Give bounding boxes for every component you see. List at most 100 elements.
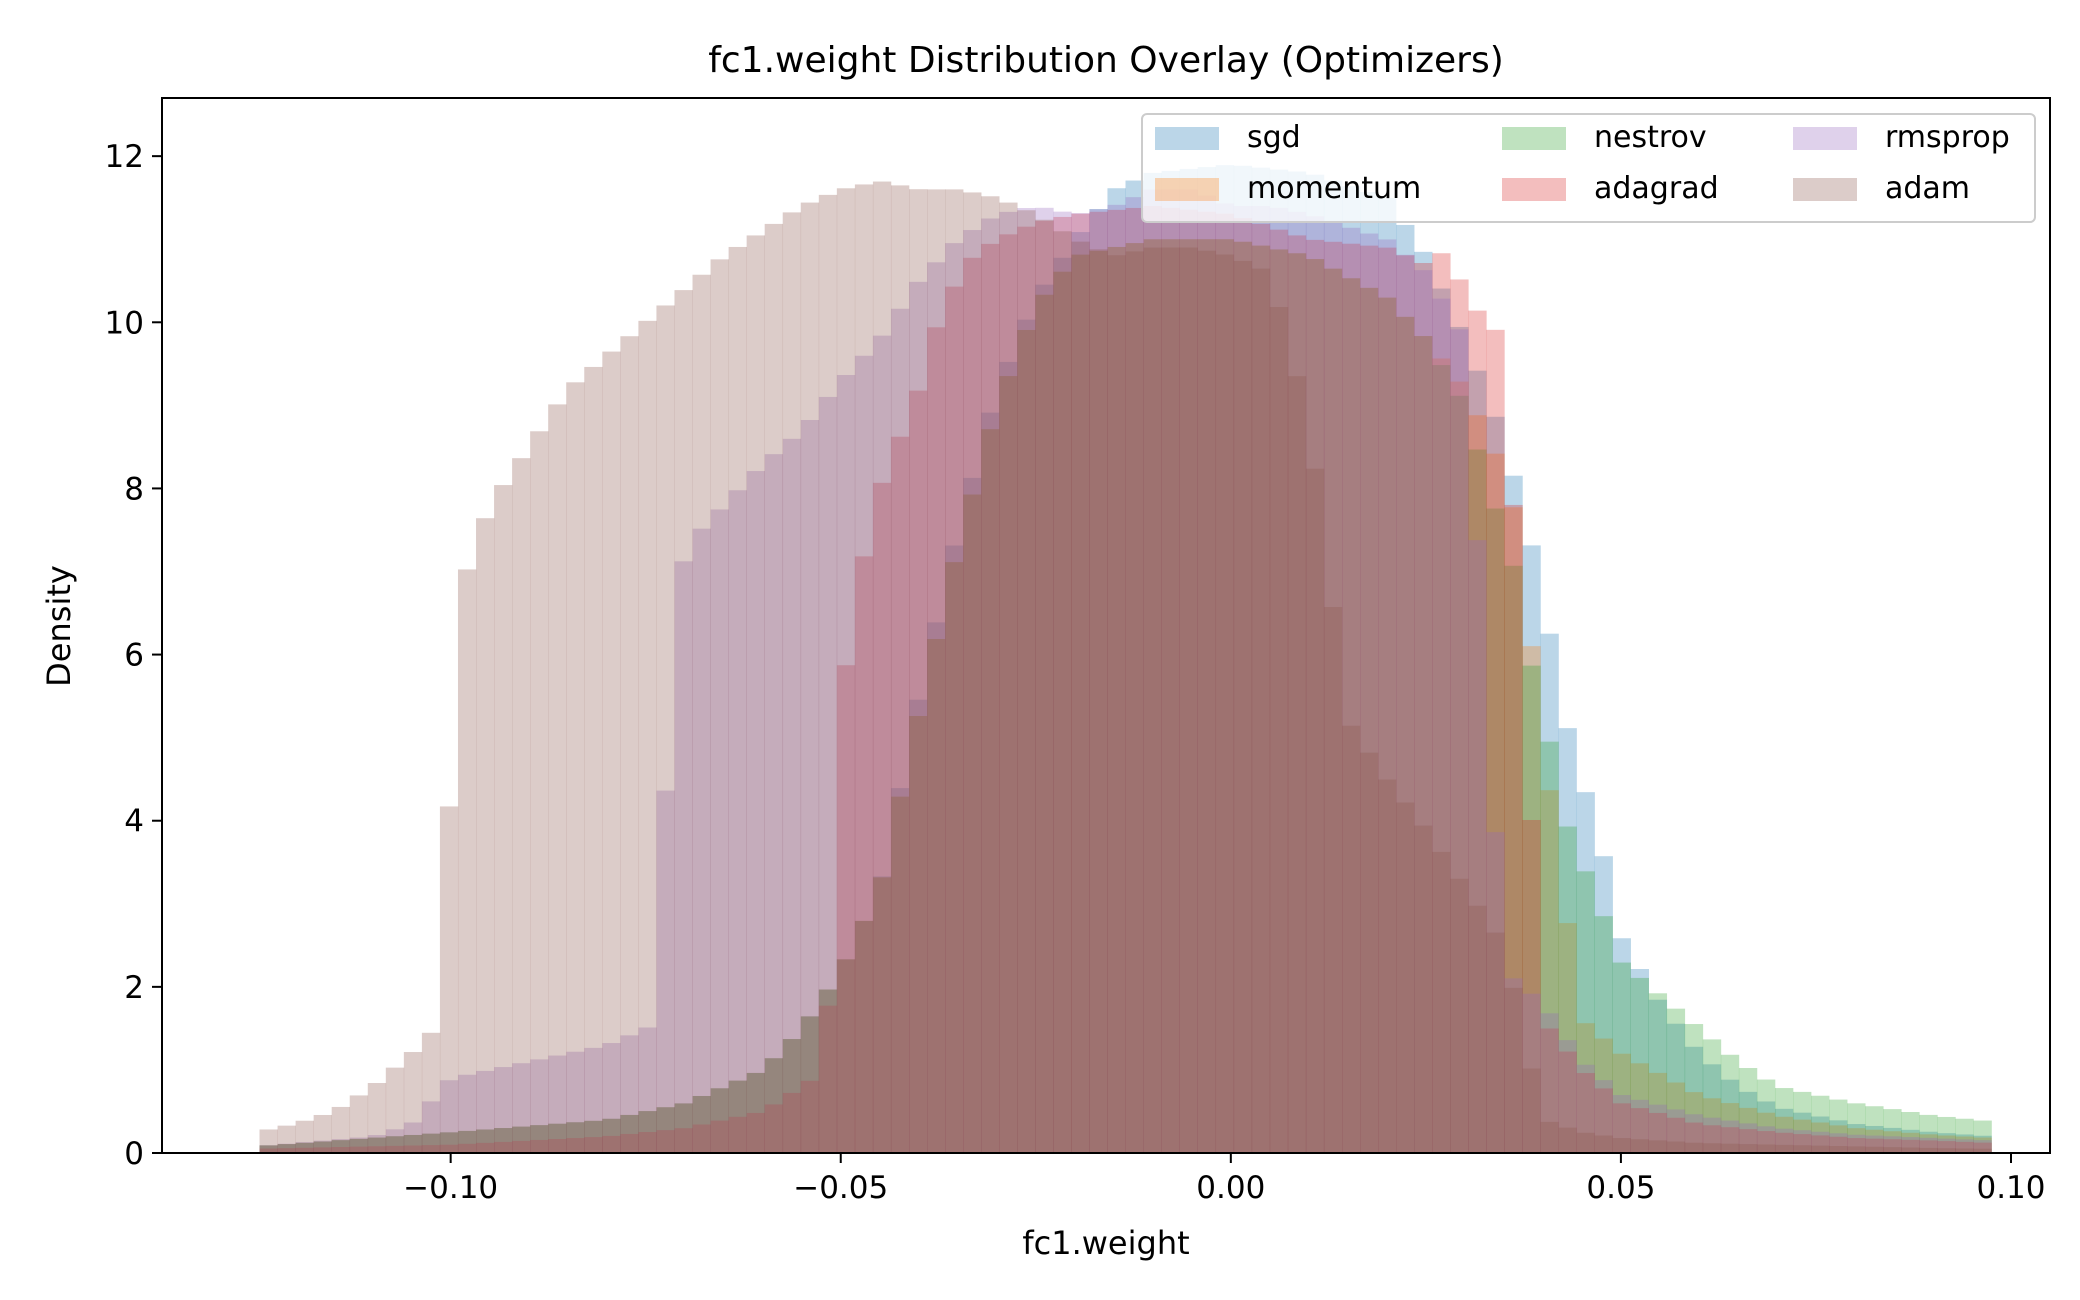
bar-momentum: [1287, 253, 1307, 1154]
bar-momentum: [1414, 336, 1433, 1153]
bar-adam: [421, 1032, 441, 1153]
y-tick-label: 10: [105, 305, 144, 341]
bar-adam: [1486, 932, 1505, 1153]
series-momentum: [259, 239, 1992, 1154]
legend-label-adagrad: adagrad: [1594, 171, 1719, 206]
bar-rmsprop: [277, 1143, 296, 1153]
bar-adagrad: [999, 234, 1018, 1154]
bar-momentum: [945, 562, 964, 1153]
bar-adam: [1053, 231, 1072, 1153]
bar-momentum: [476, 1129, 495, 1153]
bar-adagrad: [457, 1143, 477, 1153]
bar-nestrov: [728, 1080, 747, 1153]
bar-momentum: [710, 1088, 729, 1153]
bar-adagrad: [1883, 1139, 1902, 1153]
bar-momentum: [602, 1118, 621, 1153]
legend-label-sgd: sgd: [1247, 120, 1301, 155]
legend: sgd momentum nestrov adagrad rmsprop adam: [1141, 113, 2036, 223]
bar-rmsprop: [1486, 832, 1505, 1153]
bar-sgd: [620, 1114, 639, 1153]
bar-nestrov: [403, 1134, 423, 1153]
bar-sgd: [1955, 1134, 1974, 1153]
bar-adagrad: [1793, 1134, 1812, 1153]
bar-adam: [1883, 1147, 1902, 1153]
bar-adam: [1576, 1132, 1595, 1153]
bar-adam: [439, 806, 459, 1153]
bar-nestrov: [1125, 243, 1144, 1154]
bar-adagrad: [1035, 220, 1054, 1154]
bar-adam: [1035, 219, 1054, 1153]
bar-nestrov: [1251, 245, 1271, 1154]
legend-swatch-sgd: [1155, 127, 1219, 150]
bar-adagrad: [1504, 504, 1523, 1153]
bar-rmsprop: [1702, 1117, 1722, 1153]
bar-adam: [1179, 247, 1198, 1153]
bar-momentum: [1468, 415, 1487, 1154]
bar-adam: [1702, 1143, 1722, 1153]
bar-adam: [981, 196, 1000, 1153]
bar-nestrov: [1594, 916, 1613, 1153]
bar-rmsprop: [1756, 1126, 1776, 1153]
legend-swatch-momentum: [1155, 178, 1219, 201]
bar-adagrad: [1865, 1138, 1884, 1153]
bar-adagrad: [1251, 223, 1271, 1153]
bar-momentum: [1648, 1072, 1668, 1153]
x-tick-label: 0.10: [1976, 1170, 2045, 1206]
bar-sgd: [1125, 180, 1144, 1154]
bar-adagrad: [890, 436, 910, 1154]
bar-momentum: [1161, 239, 1180, 1154]
bar-rmsprop: [872, 335, 892, 1153]
bar-nestrov: [1161, 239, 1180, 1154]
bar-nestrov: [872, 877, 892, 1153]
bar-adagrad: [259, 1148, 278, 1153]
bar-adagrad: [1269, 229, 1289, 1153]
bar-nestrov: [1522, 665, 1541, 1153]
y-axis-label: Density: [40, 565, 78, 687]
bar-rmsprop: [403, 1122, 423, 1153]
bar-sgd: [1342, 186, 1361, 1154]
bar-rmsprop: [1233, 205, 1253, 1154]
bar-sgd: [1179, 168, 1198, 1153]
legend-label-nestrov: nestrov: [1594, 120, 1707, 155]
bar-sgd: [872, 876, 892, 1153]
bar-rmsprop: [674, 561, 693, 1153]
bar-sgd: [1360, 192, 1379, 1153]
bar-adagrad: [872, 482, 892, 1154]
bar-momentum: [746, 1072, 765, 1153]
bar-adagrad: [710, 1120, 729, 1153]
bar-adagrad: [1053, 216, 1072, 1153]
bar-momentum: [1558, 923, 1577, 1153]
bar-adagrad: [1287, 235, 1307, 1153]
bar-adam: [710, 259, 729, 1153]
plot-frame: [161, 97, 2051, 1154]
bar-adagrad: [367, 1146, 387, 1153]
bar-rmsprop: [1071, 213, 1090, 1154]
bar-rmsprop: [1053, 211, 1072, 1153]
bar-nestrov: [1179, 239, 1198, 1154]
bar-adagrad: [836, 665, 856, 1153]
bar-adagrad: [1414, 263, 1433, 1153]
bar-sgd: [638, 1111, 657, 1153]
bar-sgd: [963, 477, 982, 1153]
bar-momentum: [1378, 297, 1397, 1153]
bar-adam: [1901, 1147, 1920, 1153]
bar-adam: [728, 246, 747, 1153]
bar-adam: [1197, 250, 1217, 1153]
bar-sgd: [1107, 188, 1126, 1154]
bar-rmsprop: [1901, 1137, 1920, 1153]
bar-rmsprop: [1774, 1128, 1794, 1153]
bar-adagrad: [1342, 243, 1361, 1153]
bar-momentum: [1071, 254, 1090, 1153]
bar-momentum: [800, 1016, 820, 1153]
bar-adagrad: [1089, 211, 1108, 1153]
bar-adam: [1937, 1148, 1956, 1153]
bar-rmsprop: [1594, 1080, 1613, 1153]
bar-adam: [1522, 1068, 1541, 1153]
bar-adam: [674, 290, 693, 1154]
bar-sgd: [476, 1129, 495, 1153]
legend-swatch-adagrad: [1502, 178, 1566, 201]
bar-sgd: [1161, 170, 1180, 1153]
bar-adam: [367, 1083, 387, 1153]
bar-momentum: [1630, 1063, 1649, 1153]
bar-nestrov: [710, 1088, 729, 1153]
